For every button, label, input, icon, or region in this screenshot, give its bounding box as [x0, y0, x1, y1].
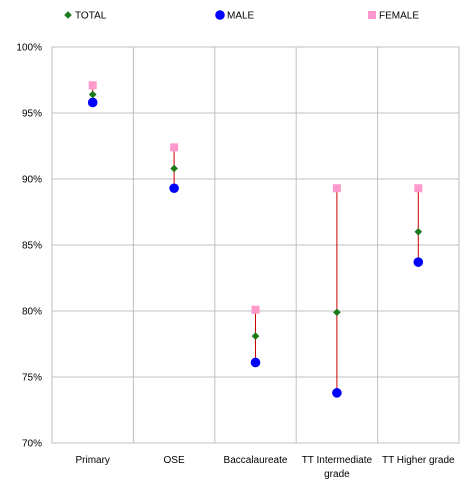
point-total [88, 90, 97, 99]
legend-label-female: FEMALE [379, 11, 419, 22]
markers [87, 81, 424, 398]
x-tick-label: grade [324, 469, 350, 480]
legend-label-total: TOTAL [75, 11, 107, 22]
x-tick-label: TT Higher grade [382, 455, 455, 466]
point-total [170, 164, 178, 173]
point-female [170, 143, 179, 152]
point-male [250, 357, 261, 368]
x-tick-label: Baccalaureate [224, 455, 288, 466]
legend-marker-total [64, 11, 72, 19]
y-axis: 70% 75% 80% 85% 90% 95% 100% [16, 43, 42, 450]
point-female [332, 184, 341, 193]
legend-marker-male [215, 10, 225, 20]
x-tick-label: TT Intermediate [302, 455, 373, 466]
y-tick-label: 70% [22, 439, 42, 450]
point-female [251, 305, 260, 314]
point-total [414, 228, 423, 236]
point-male [87, 97, 98, 108]
point-male [413, 257, 424, 267]
x-tick-label: OSE [164, 455, 185, 466]
plot-area: 70% 75% 80% 85% 90% 95% 100% Primary OSE Baccala… [16, 43, 460, 480]
legend-item-total: TOTAL [64, 11, 107, 22]
legend-label-male: MALE [227, 11, 255, 22]
point-female [414, 184, 423, 193]
y-tick-label: 100% [16, 43, 42, 54]
y-tick-label: 75% [22, 373, 42, 384]
x-tick-label: Primary [75, 455, 109, 466]
x-axis: Primary OSE Baccalaureate TT Intermediate gr… [75, 455, 455, 480]
legend-marker-female [368, 11, 376, 19]
point-male [332, 388, 342, 398]
y-tick-label: 80% [22, 307, 42, 318]
point-female [88, 81, 97, 90]
y-tick-label: 95% [22, 109, 42, 120]
point-total [333, 308, 341, 317]
legend-item-female: FEMALE [368, 11, 419, 22]
point-male [169, 183, 179, 194]
point-total [251, 332, 260, 340]
y-tick-label: 90% [22, 175, 42, 186]
legend-item-male: MALE [215, 10, 255, 22]
legend: TOTAL MALE FEMALE [64, 10, 419, 22]
y-tick-label: 85% [22, 241, 42, 252]
gridlines [52, 46, 459, 444]
